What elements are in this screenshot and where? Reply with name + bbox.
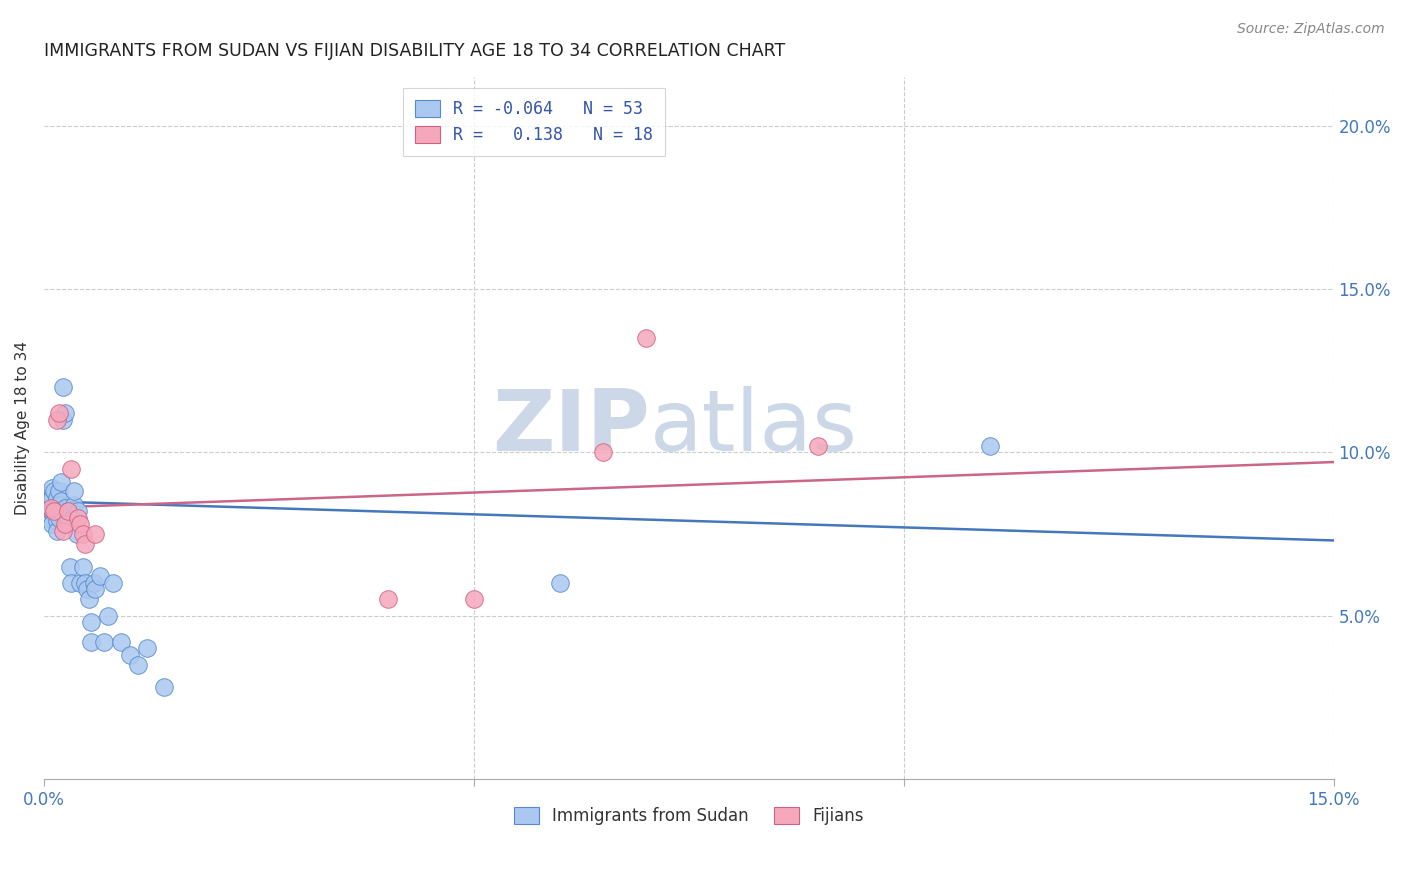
Point bbox=[41, 517, 63, 532]
Point bbox=[60, 461, 83, 475]
Text: IMMIGRANTS FROM SUDAN VS FIJIAN DISABILITY AGE 18 TO 34 CORRELATION CHART: IMMIGRANTS FROM SUDAN VS FIJIAN DISABILI… bbox=[44, 42, 785, 60]
Point bbox=[76, 582, 98, 597]
Point bbox=[69, 575, 91, 590]
Point bbox=[60, 575, 83, 590]
Point bbox=[48, 498, 70, 512]
Text: atlas: atlas bbox=[650, 386, 858, 469]
Point bbox=[44, 500, 66, 515]
Point bbox=[41, 481, 63, 495]
Point bbox=[56, 514, 79, 528]
Point bbox=[59, 559, 82, 574]
Text: ZIP: ZIP bbox=[492, 386, 650, 469]
Point bbox=[45, 412, 67, 426]
Point bbox=[118, 648, 141, 662]
Point bbox=[80, 615, 103, 629]
Point bbox=[63, 498, 86, 512]
Point bbox=[377, 592, 399, 607]
Point bbox=[55, 406, 77, 420]
Point bbox=[37, 488, 59, 502]
Point bbox=[75, 537, 97, 551]
Point bbox=[548, 575, 571, 590]
Point bbox=[592, 445, 614, 459]
Point bbox=[55, 500, 77, 515]
Point bbox=[136, 641, 159, 656]
Point bbox=[67, 510, 90, 524]
Point bbox=[52, 524, 75, 538]
Point bbox=[48, 406, 70, 420]
Legend: Immigrants from Sudan, Fijians: Immigrants from Sudan, Fijians bbox=[506, 799, 872, 834]
Point bbox=[93, 634, 115, 648]
Point bbox=[65, 527, 87, 541]
Point bbox=[84, 582, 107, 597]
Point bbox=[48, 484, 70, 499]
Point bbox=[77, 592, 100, 607]
Point bbox=[44, 504, 66, 518]
Point bbox=[55, 517, 77, 532]
Y-axis label: Disability Age 18 to 34: Disability Age 18 to 34 bbox=[15, 341, 30, 515]
Point bbox=[807, 439, 830, 453]
Point bbox=[634, 331, 657, 345]
Point bbox=[45, 500, 67, 515]
Point bbox=[80, 634, 103, 648]
Point bbox=[39, 491, 62, 505]
Point bbox=[45, 524, 67, 538]
Point bbox=[49, 504, 72, 518]
Point bbox=[37, 500, 59, 515]
Point bbox=[39, 504, 62, 518]
Point bbox=[110, 634, 132, 648]
Point bbox=[39, 500, 62, 515]
Point bbox=[37, 510, 59, 524]
Point bbox=[979, 439, 1001, 453]
Point bbox=[56, 504, 79, 518]
Point bbox=[72, 527, 94, 541]
Point bbox=[41, 491, 63, 505]
Point bbox=[89, 569, 111, 583]
Point bbox=[83, 575, 105, 590]
Point bbox=[41, 504, 63, 518]
Point bbox=[44, 484, 66, 499]
Point bbox=[127, 657, 149, 672]
Point bbox=[63, 484, 86, 499]
Point bbox=[75, 575, 97, 590]
Point bbox=[52, 380, 75, 394]
Point bbox=[52, 412, 75, 426]
Point bbox=[72, 559, 94, 574]
Point bbox=[49, 475, 72, 489]
Point bbox=[49, 494, 72, 508]
Point bbox=[45, 514, 67, 528]
Point bbox=[97, 608, 120, 623]
Point bbox=[67, 504, 90, 518]
Point bbox=[45, 491, 67, 505]
Point bbox=[153, 681, 176, 695]
Point bbox=[48, 510, 70, 524]
Point bbox=[84, 527, 107, 541]
Point bbox=[56, 504, 79, 518]
Point bbox=[101, 575, 124, 590]
Text: Source: ZipAtlas.com: Source: ZipAtlas.com bbox=[1237, 22, 1385, 37]
Point bbox=[69, 517, 91, 532]
Point bbox=[463, 592, 485, 607]
